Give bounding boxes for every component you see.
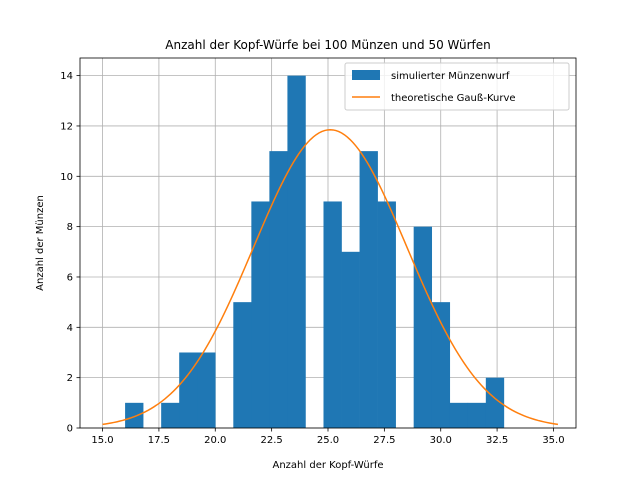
histogram-bar	[413, 226, 433, 428]
histogram-bar	[161, 402, 180, 428]
x-tick-label: 32.5	[486, 435, 508, 446]
histogram-bar	[467, 402, 487, 428]
chart-title: Anzahl der Kopf-Würfe bei 100 Münzen und…	[165, 38, 490, 52]
y-axis-ticks: 0 2 4 6 8 10 12 14	[60, 71, 80, 435]
legend-curve-label: theoretische Gauß-Kurve	[391, 93, 516, 104]
histogram-bar	[287, 75, 306, 428]
histogram-bar	[431, 302, 451, 428]
histogram-bar	[449, 402, 469, 428]
x-axis-title: Anzahl der Kopf-Würfe	[273, 460, 384, 471]
histogram-bar	[377, 201, 396, 428]
x-tick-label: 20.0	[204, 435, 226, 446]
histogram-bar	[125, 402, 144, 428]
y-tick-label: 14	[60, 71, 73, 82]
histogram-bar	[233, 302, 252, 428]
x-tick-label: 27.5	[373, 435, 395, 446]
legend-histogram-label: simulierter Münzenwurf	[391, 71, 510, 82]
y-tick-label: 2	[67, 373, 73, 384]
histogram-bar	[179, 352, 198, 428]
y-tick-label: 0	[67, 424, 73, 435]
gauss-curve-layer	[102, 128, 559, 426]
legend: simulierter Münzenwurf theoretische Gauß…	[344, 62, 570, 111]
y-tick-label: 10	[60, 172, 73, 183]
y-tick-label: 4	[67, 323, 73, 334]
gauss-curve	[102, 128, 559, 426]
y-tick-label: 8	[67, 222, 73, 233]
histogram-bar	[251, 201, 270, 428]
y-tick-label: 12	[60, 121, 73, 132]
x-tick-label: 25.0	[317, 435, 339, 446]
x-axis-ticks: 15.0 17.5 20.0 22.5 25.0 27.5 30.0 32.5 35.0	[91, 428, 565, 446]
y-tick-label: 6	[67, 272, 73, 283]
y-axis-title: Anzahl der Münzen	[35, 195, 46, 291]
x-tick-label: 17.5	[148, 435, 170, 446]
x-tick-label: 30.0	[430, 435, 452, 446]
histogram-bar	[341, 251, 360, 428]
histogram-bars	[125, 75, 505, 428]
x-tick-label: 35.0	[542, 435, 564, 446]
histogram-bar	[323, 201, 342, 428]
legend-histogram-swatch	[352, 70, 380, 80]
legend-box	[344, 62, 570, 111]
histogram-bar	[269, 151, 288, 428]
x-tick-label: 15.0	[91, 435, 113, 446]
x-tick-label: 22.5	[261, 435, 283, 446]
histogram-bar	[197, 352, 216, 428]
histogram-bar	[485, 377, 505, 428]
histogram-bar	[359, 151, 378, 428]
